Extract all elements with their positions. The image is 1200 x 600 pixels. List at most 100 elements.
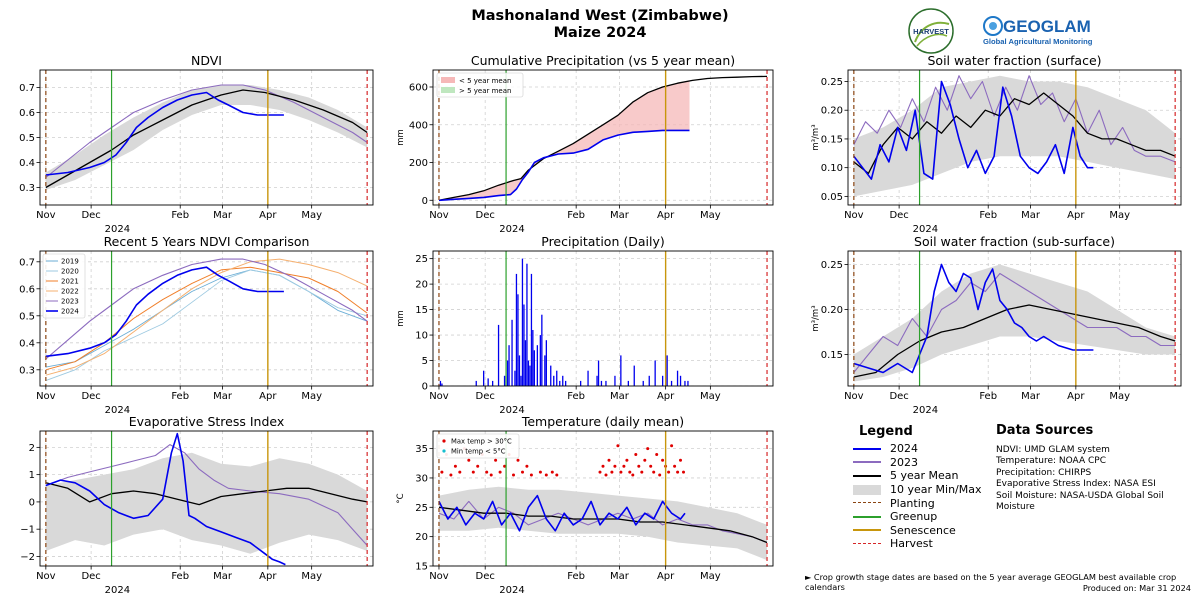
max-temp-point — [521, 470, 524, 474]
minmax-band — [45, 85, 368, 190]
precip-bar — [539, 335, 541, 386]
plot-frame — [432, 250, 774, 387]
x-tick-label: May — [301, 210, 322, 221]
plot-area — [40, 251, 373, 386]
y-tick-label: 2 — [29, 443, 35, 454]
x-tick-label: Dec — [81, 391, 100, 402]
max-temp-point — [616, 444, 620, 448]
y-tick-label: 0.20 — [821, 305, 843, 316]
max-temp-point — [538, 470, 542, 474]
legend-box — [42, 253, 86, 319]
y-tick-label: 0.15 — [821, 134, 843, 145]
produced-date: Produced on: Mar 31 2024 — [1082, 583, 1191, 593]
y-tick-label: 0.25 — [821, 77, 843, 88]
minmax-band — [45, 452, 368, 554]
title-line-1: Mashonaland West (Zimbabwe) — [471, 8, 729, 24]
precip-bar — [526, 263, 528, 386]
max-temp-point — [516, 458, 520, 462]
chart-cumprecip: Cumulative Precipitation (vs 5 year mean… — [396, 53, 774, 235]
source-line: Precipitation: CHIRPS — [996, 467, 1092, 478]
precip-bar — [545, 340, 547, 386]
x-tick-label: May — [1109, 391, 1130, 402]
precip-bar — [524, 340, 527, 386]
legend-label-min-temp: Min temp < 5°C — [451, 448, 506, 456]
y-tick-label: 30 — [415, 473, 428, 484]
geoglam-logo-text: GEOGLAM — [1003, 17, 1091, 36]
max-temp-point — [610, 470, 614, 474]
precip-bar — [492, 380, 494, 386]
y-tick-label: 0.4 — [19, 158, 35, 169]
legend-item-senescence: Senescence — [850, 524, 995, 538]
legend-swatch-harvest — [850, 539, 884, 549]
max-temp-point — [652, 470, 656, 474]
x-tick-label: Feb — [567, 571, 585, 582]
max-temp-point — [646, 447, 650, 451]
legend-swatch-senescence — [850, 525, 884, 535]
legend-label-planting: Planting — [890, 496, 935, 510]
legend-swatch-surplus — [441, 87, 455, 93]
precip-bar — [508, 345, 510, 386]
x-tick-label: Dec — [476, 391, 495, 402]
max-temp-point — [604, 473, 608, 477]
max-temp-point — [631, 473, 635, 477]
x-tick-label: Dec — [476, 571, 495, 582]
max-temp-point — [640, 470, 644, 474]
precip-bar — [597, 360, 600, 386]
plot-frame — [847, 69, 1182, 206]
source-line: Evaporative Stress Index: NASA ESI — [996, 479, 1156, 489]
series-line-2024 — [45, 266, 284, 358]
y-tick-label: 0.3 — [19, 365, 35, 376]
legend-label-2019: 2019 — [61, 258, 79, 266]
series-line-2024 — [853, 263, 1094, 374]
precip-bar — [487, 378, 489, 386]
precip-bar — [518, 355, 521, 386]
precip-bar — [503, 375, 506, 386]
x-tick-label: Nov — [429, 571, 449, 582]
max-temp-point — [489, 473, 493, 477]
cumprecip-legend: < 5 year mean > 5 year mean — [436, 72, 524, 98]
precip-bar — [620, 355, 622, 386]
max-temp-point — [467, 458, 471, 462]
legend-label-deficit: < 5 year mean — [459, 77, 511, 85]
chart-precipdaily: Precipitation (Daily) Nov Dec Feb Mar Apr May 2… — [396, 234, 774, 416]
x-tick-label: Mar — [610, 391, 630, 402]
geoglam-logo-subtitle: Global Agricultural Monitoring — [983, 37, 1093, 46]
chart-esi: Evaporative Stress Index Nov Dec Feb Mar Apr M… — [20, 414, 374, 596]
x-year-label: 2024 — [913, 224, 938, 235]
chart-title: Evaporative Stress Index — [129, 414, 285, 429]
precip-bar — [550, 365, 552, 386]
legend-box — [436, 433, 520, 459]
x-tick-label: Apr — [259, 210, 277, 221]
x-tick-label: Mar — [213, 391, 233, 402]
chart-title: Soil water fraction (surface) — [927, 53, 1101, 68]
harvest-logo: HARVEST — [908, 8, 954, 54]
x-tick-label: Feb — [171, 210, 189, 221]
max-temp-point — [512, 473, 515, 477]
deficit-area — [439, 81, 690, 201]
precip-bar — [544, 355, 546, 386]
max-temp-point — [525, 464, 529, 468]
chart-title: Precipitation (Daily) — [541, 234, 665, 249]
x-tick-label: May — [700, 571, 721, 582]
x-tick-label: Mar — [1021, 210, 1041, 221]
legend-label-greenup: Greenup — [890, 510, 938, 524]
y-axis-label: mm — [396, 310, 406, 327]
x-tick-label: Dec — [889, 391, 908, 402]
max-temp-point — [670, 444, 674, 448]
harvest-logo-text: HARVEST — [913, 27, 949, 36]
y-tick-label: 15 — [415, 562, 428, 573]
temp-legend: Max temp > 30°C Min temp < 5°C — [436, 433, 520, 459]
precip-bar — [497, 324, 500, 386]
chart-swsub: Soil water fraction (sub-surface) Nov Dec F… — [811, 234, 1182, 416]
y-axis-label: m³/m³ — [811, 305, 821, 331]
plot-area — [848, 251, 1181, 386]
y-tick-label: 0.05 — [821, 192, 843, 203]
legend-label-2021: 2021 — [61, 278, 79, 286]
x-tick-label: Apr — [657, 210, 675, 221]
max-temp-point — [555, 473, 559, 477]
x-tick-label: Apr — [1067, 210, 1085, 221]
x-year-label: 2024 — [105, 585, 130, 596]
y-tick-label: −1 — [20, 525, 35, 536]
precip-bar — [530, 273, 533, 386]
precip-bar — [475, 380, 477, 386]
